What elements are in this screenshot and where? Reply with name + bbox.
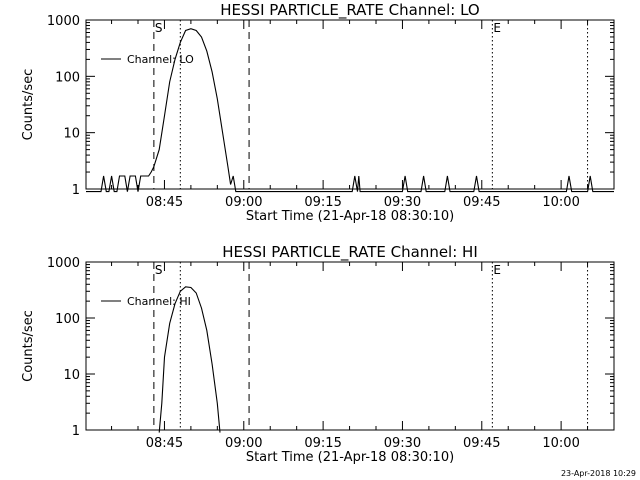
y-tick-label: 1000 [47, 256, 80, 271]
y-tick-label: 1000 [47, 14, 80, 29]
y-tick-label: 10 [63, 368, 80, 383]
series-line [158, 286, 221, 433]
y-tick-label: 100 [55, 312, 80, 327]
y-tick-label: 100 [55, 70, 80, 85]
plot-frame [85, 19, 615, 190]
legend-label: Channel: HI [127, 295, 191, 308]
x-tick-label: 09:00 [225, 436, 262, 451]
x-tick-label: 09:15 [304, 195, 341, 210]
y-axis-label: Counts/sec [21, 310, 36, 382]
x-tick-label: 09:15 [304, 436, 341, 451]
event-marker-label: S [155, 21, 163, 35]
event-marker-label: E [493, 21, 501, 35]
x-axis-label: Start Time (21-Apr-18 08:30:10) [246, 209, 454, 224]
event-marker-label: S [155, 263, 163, 277]
x-tick-label: 10:00 [542, 436, 579, 451]
x-tick-label: 08:45 [146, 195, 183, 210]
y-tick-label: 10 [63, 127, 80, 142]
plot-frame [85, 261, 615, 431]
y-tick-label: 1 [72, 183, 80, 198]
footer-timestamp: 23-Apr-2018 10:29 [561, 469, 636, 478]
series-line [86, 28, 614, 193]
y-tick-label: 1 [72, 424, 80, 439]
x-axis-label: Start Time (21-Apr-18 08:30:10) [246, 450, 454, 465]
x-tick-label: 09:30 [384, 436, 421, 451]
x-tick-label: 08:45 [146, 436, 183, 451]
legend-label: Channel: LO [127, 53, 194, 66]
chart-title: HESSI PARTICLE_RATE Channel: HI [222, 243, 478, 262]
x-tick-label: 09:30 [384, 195, 421, 210]
x-tick-label: 09:00 [225, 195, 262, 210]
x-tick-label: 09:45 [463, 195, 500, 210]
x-tick-label: 09:45 [463, 436, 500, 451]
chart-title: HESSI PARTICLE_RATE Channel: LO [220, 1, 479, 20]
x-tick-label: 10:00 [542, 195, 579, 210]
event-marker-label: E [493, 263, 501, 277]
y-axis-label: Counts/sec [21, 69, 36, 141]
